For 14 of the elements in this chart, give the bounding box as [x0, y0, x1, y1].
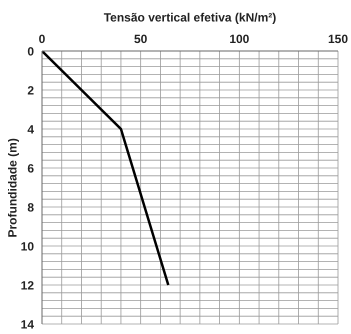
x-axis-title: Tensão vertical efetiva (kN/m²)	[104, 10, 276, 25]
x-tick-label: 150	[328, 32, 348, 46]
y-tick-label: 6	[27, 161, 34, 176]
y-tick-label: 2	[27, 83, 34, 98]
x-tick-label: 50	[134, 32, 148, 46]
y-tick-label: 14	[20, 317, 34, 332]
x-tick-label: 100	[229, 32, 250, 46]
y-tick-label: 8	[27, 200, 34, 214]
x-tick-label: 0	[38, 32, 46, 46]
y-tick-label: 4	[27, 122, 34, 136]
y-tick-label: 12	[20, 278, 34, 292]
y-axis-title: Profundidade (m)	[5, 138, 20, 238]
y-tick-label: 10	[20, 239, 34, 254]
y-tick-label: 0	[27, 44, 34, 58]
